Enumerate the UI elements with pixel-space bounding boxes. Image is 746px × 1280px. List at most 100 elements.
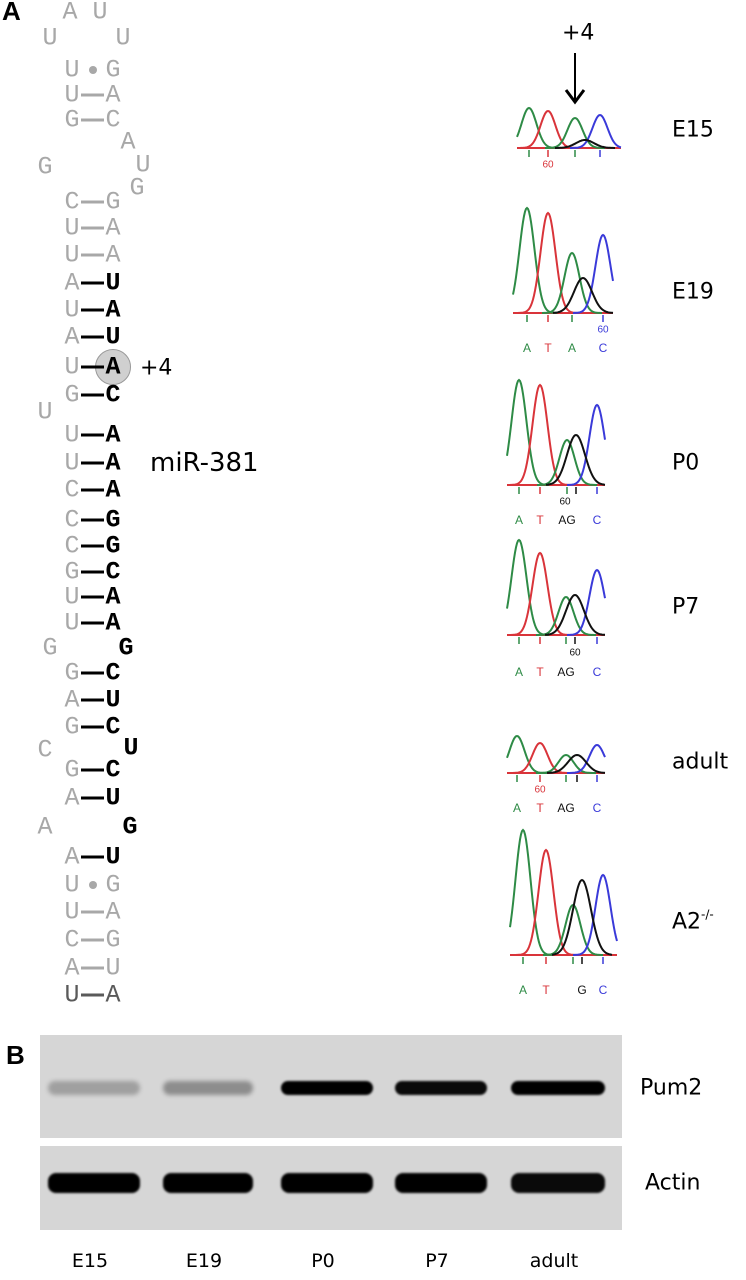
sample-name: A2 <box>672 909 702 935</box>
unpaired-nucleotide: U <box>92 0 108 27</box>
trace-peak-C <box>567 743 606 774</box>
right-nucleotide: C <box>105 380 121 410</box>
base-pair-bond <box>81 966 104 970</box>
trace-peak-A2 <box>536 753 596 774</box>
unpaired-nucleotide: A <box>37 812 53 842</box>
left-nucleotide: G <box>64 658 80 688</box>
right-nucleotide: G <box>105 505 121 535</box>
lane-label: P0 <box>311 1250 335 1272</box>
right-nucleotide: U <box>105 842 121 872</box>
right-nucleotide: A <box>105 475 121 505</box>
right-nucleotide: A <box>105 608 121 638</box>
trace-peak-T <box>510 741 570 774</box>
left-nucleotide: A <box>64 322 80 352</box>
base-pair-bond <box>81 393 104 397</box>
unpaired-nucleotide: G <box>129 173 145 203</box>
unpaired-nucleotide: A <box>62 0 78 27</box>
right-nucleotide: C <box>105 658 121 688</box>
position-tick-label: 60 <box>534 784 546 796</box>
sample-name: E19 <box>672 279 714 305</box>
base-pair-bond <box>81 698 104 702</box>
trace-peak-C <box>573 873 618 956</box>
right-nucleotide: C <box>105 105 121 135</box>
arrow-label: +4 <box>562 20 595 46</box>
unpaired-nucleotide: G <box>122 812 138 842</box>
trace-peak-T <box>518 109 578 149</box>
trace-peak-C <box>573 233 614 314</box>
base-pair-bond <box>81 768 104 772</box>
lane-label: E15 <box>71 1250 109 1272</box>
chromatogram-adult <box>506 734 606 782</box>
base-pair-bond <box>81 433 104 437</box>
sample-label: E19 <box>672 280 714 305</box>
left-nucleotide: A <box>64 783 80 813</box>
position-tick-label: 60 <box>542 159 554 171</box>
left-nucleotide: C <box>64 925 80 955</box>
base-call: A <box>512 801 522 815</box>
left-nucleotide: U <box>64 240 80 270</box>
trace-peak-G <box>555 139 615 149</box>
right-nucleotide: G <box>105 925 121 955</box>
right-nucleotide: A <box>105 213 121 243</box>
right-nucleotide: G <box>105 870 121 900</box>
left-nucleotide: G <box>64 755 80 785</box>
trace-peak-G <box>552 276 614 314</box>
band-E19 <box>163 1173 253 1193</box>
unpaired-nucleotide: U <box>135 150 151 180</box>
band-E15 <box>48 1081 140 1095</box>
right-nucleotide: U <box>105 953 121 983</box>
position-tick-label: 60 <box>597 324 609 336</box>
right-nucleotide: A <box>105 980 121 1010</box>
left-nucleotide: U <box>64 608 80 638</box>
trace-peak-A1 <box>512 206 558 314</box>
base-call: G <box>577 983 587 997</box>
trace-peak-T <box>517 211 579 314</box>
band-P7 <box>395 1173 487 1193</box>
base-pair-bond <box>81 518 104 522</box>
right-nucleotide: U <box>105 322 121 352</box>
mirna-label: miR-381 <box>150 448 259 478</box>
base-pair-bond <box>81 993 104 997</box>
trace-peak-G <box>545 593 605 636</box>
base-call: T <box>542 983 550 997</box>
right-nucleotide: U <box>105 268 121 298</box>
base-call: AG <box>558 513 576 527</box>
band-P0 <box>281 1081 373 1095</box>
chromatogram-A2 <box>509 828 618 964</box>
base-pair-bond <box>81 544 104 548</box>
trace-peak-C <box>567 403 606 486</box>
band-P0 <box>281 1173 373 1193</box>
sample-label: E15 <box>672 118 714 143</box>
base-pair-bond <box>81 365 104 369</box>
base-pair-bond <box>81 938 104 942</box>
base-call: A <box>518 983 528 997</box>
left-nucleotide: U <box>64 980 80 1010</box>
lane-label: E19 <box>185 1250 223 1272</box>
right-nucleotide: C <box>105 712 121 742</box>
left-nucleotide: C <box>64 475 80 505</box>
base-pair-bond <box>81 910 104 914</box>
unpaired-nucleotide: G <box>118 633 134 663</box>
left-nucleotide: U <box>64 420 80 450</box>
band-E19 <box>163 1081 253 1095</box>
trace-peak-G <box>551 878 613 956</box>
trace-peak-C <box>570 113 622 149</box>
sample-name: E15 <box>672 117 714 143</box>
trace-peak-A1 <box>516 106 559 149</box>
left-nucleotide: G <box>64 712 80 742</box>
base-call: C <box>598 983 608 997</box>
base-pair-bond <box>81 461 104 465</box>
base-pair-bond <box>81 308 104 312</box>
base-pair-bond <box>81 200 104 204</box>
right-nucleotide: G <box>105 187 121 217</box>
base-pair-bond <box>81 671 104 675</box>
band-adult <box>511 1173 605 1193</box>
base-call: C <box>598 341 608 355</box>
right-nucleotide: C <box>105 557 121 587</box>
unpaired-nucleotide: U <box>42 23 58 53</box>
right-nucleotide: C <box>105 755 121 785</box>
base-call: AG <box>557 665 575 679</box>
left-nucleotide: U <box>64 80 80 110</box>
right-nucleotide: A <box>105 352 121 382</box>
right-nucleotide: A <box>105 420 121 450</box>
